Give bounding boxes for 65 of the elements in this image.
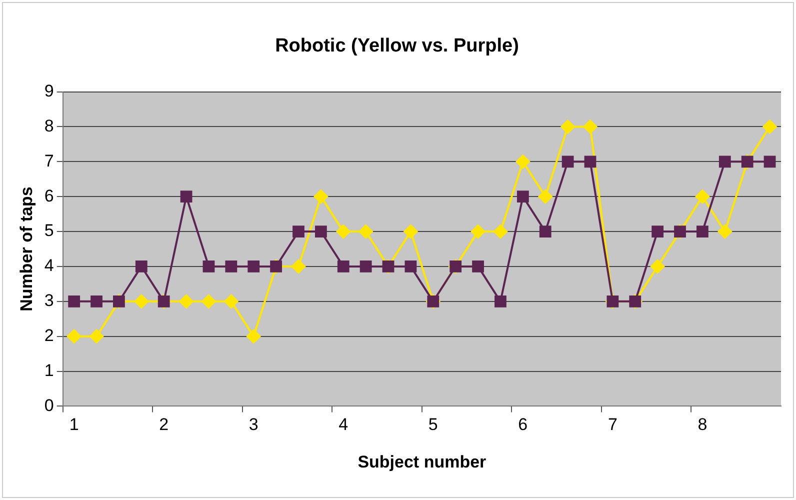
point: [584, 156, 596, 168]
point: [202, 260, 215, 272]
x-tick-label: 3: [248, 415, 258, 434]
y-tick-label: 6: [44, 186, 54, 206]
point: [358, 224, 373, 239]
point: [202, 294, 216, 308]
x-axis-title: Subject number: [358, 452, 487, 472]
y-tick-label: 7: [44, 151, 54, 170]
y-tick-label: 3: [44, 291, 54, 310]
point: [494, 295, 506, 308]
point: [337, 260, 350, 272]
point: [764, 156, 776, 168]
x-tick-label: 2: [159, 415, 169, 434]
point: [292, 226, 304, 238]
y-tick-label: 2: [44, 326, 54, 346]
point: [538, 190, 552, 204]
point: [134, 294, 148, 308]
point: [650, 259, 665, 274]
point: [493, 224, 508, 239]
point: [291, 259, 306, 274]
y-tick-label: 5: [44, 221, 54, 240]
x-tick-label: 4: [338, 415, 348, 434]
point: [404, 260, 417, 272]
point: [135, 260, 148, 272]
point: [225, 260, 238, 272]
point: [539, 226, 552, 238]
point: [314, 190, 328, 204]
point: [695, 190, 710, 204]
point: [314, 226, 327, 238]
y-tick-label: 0: [44, 396, 54, 415]
point: [583, 120, 598, 134]
point: [248, 260, 260, 272]
x-tick-label: 6: [518, 415, 528, 434]
y-tick-label: 4: [44, 256, 54, 276]
point: [90, 295, 102, 308]
point: [718, 156, 731, 168]
point: [516, 154, 530, 169]
point: [224, 294, 238, 308]
point: [652, 226, 664, 238]
point: [762, 120, 777, 134]
y-tick-label: 9: [44, 81, 54, 100]
point: [562, 156, 574, 168]
point: [560, 120, 575, 134]
point: [179, 294, 194, 308]
point: [180, 190, 192, 203]
point: [336, 224, 350, 239]
point: [516, 190, 529, 203]
point: [471, 224, 486, 239]
point: [472, 260, 484, 272]
point: [404, 224, 418, 239]
x-tick-label: 8: [698, 415, 708, 434]
point: [360, 260, 372, 272]
point: [246, 329, 261, 344]
point: [696, 226, 708, 238]
x-tick-label: 1: [69, 415, 79, 434]
point: [90, 329, 104, 344]
point: [718, 224, 732, 239]
y-tick-label: 8: [44, 116, 54, 136]
point: [67, 329, 82, 344]
y-tick-label: 1: [44, 360, 54, 380]
chart-title: Robotic (Yellow vs. Purple): [275, 36, 519, 57]
x-tick-label: 5: [428, 415, 438, 434]
point: [68, 295, 80, 308]
x-tick-label: 7: [608, 415, 618, 434]
y-axis-title: Number of taps: [16, 186, 36, 312]
